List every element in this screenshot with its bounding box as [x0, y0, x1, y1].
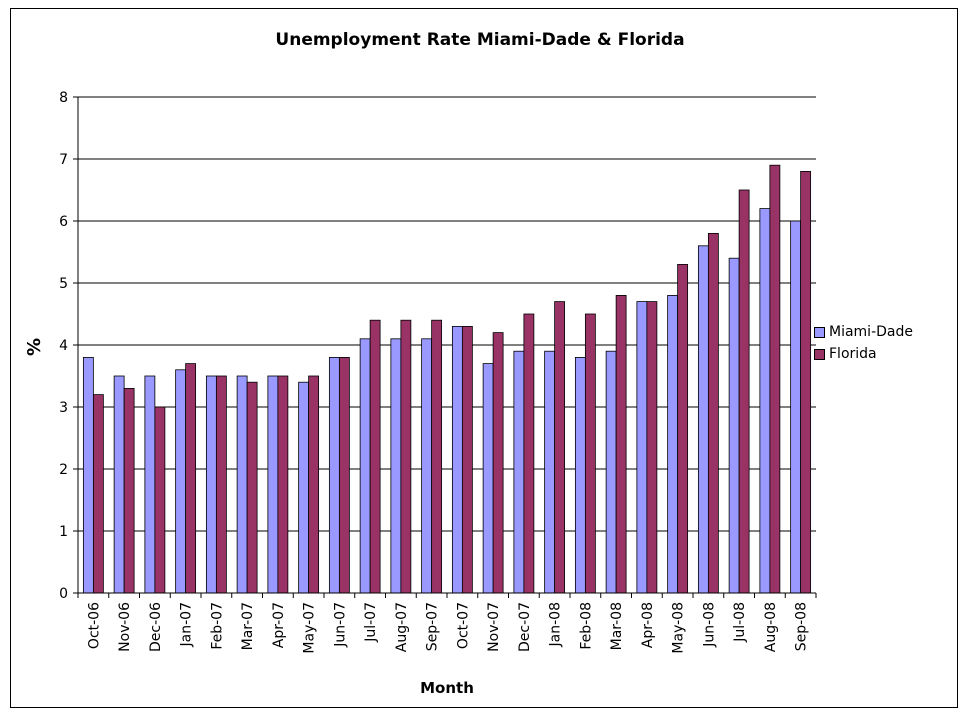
bar-miami-dade-aug-07	[390, 338, 402, 594]
x-tick-label-jul-07: Jul-07	[363, 602, 379, 643]
x-tick-label-mar-08: Mar-08	[609, 602, 625, 650]
x-tick-label-nov-07: Nov-07	[486, 602, 502, 652]
bar-florida-apr-08	[646, 301, 658, 594]
bar-miami-dade-apr-08	[636, 301, 648, 594]
x-tick-label-jun-08: Jun-08	[701, 602, 717, 648]
bar-miami-dade-apr-07	[267, 375, 279, 594]
bar-florida-apr-07	[277, 375, 289, 594]
x-tick-label-sep-07: Sep-07	[425, 602, 441, 651]
bar-florida-oct-06	[92, 394, 104, 594]
bar-miami-dade-sep-07	[421, 338, 433, 594]
bar-florida-jan-07	[185, 363, 197, 594]
bar-florida-feb-08	[584, 313, 596, 594]
bar-florida-jun-07	[338, 356, 350, 594]
x-tick-label-may-08: May-08	[671, 602, 687, 654]
x-tick-label-feb-07: Feb-07	[209, 602, 225, 650]
legend-swatch-florida	[814, 348, 825, 360]
x-tick-label-mar-07: Mar-07	[240, 602, 256, 650]
bar-miami-dade-jul-07	[359, 338, 371, 594]
bar-florida-dec-07	[523, 313, 535, 594]
x-tick-label-oct-07: Oct-07	[455, 602, 471, 649]
y-tick-label-2: 2	[59, 462, 68, 478]
x-tick-label-oct-06: Oct-06	[86, 602, 102, 649]
bar-miami-dade-jan-08	[544, 350, 556, 594]
bar-florida-jun-08	[707, 232, 719, 594]
bar-miami-dade-may-07	[298, 381, 310, 594]
bar-florida-jul-08	[738, 189, 750, 594]
x-tick-label-jan-08: Jan-08	[548, 602, 564, 647]
x-tick-label-sep-08: Sep-08	[794, 602, 810, 651]
x-tick-label-nov-06: Nov-06	[117, 602, 133, 652]
bar-florida-jul-07	[369, 319, 381, 594]
bar-florida-nov-06	[123, 387, 135, 594]
bar-miami-dade-feb-07	[205, 375, 217, 594]
bar-florida-mar-07	[246, 381, 258, 594]
bar-miami-dade-sep-08	[790, 220, 802, 594]
bar-miami-dade-dec-06	[144, 375, 156, 594]
y-tick-label-0: 0	[59, 586, 68, 602]
y-tick-label-3: 3	[59, 400, 68, 416]
bar-miami-dade-mar-07	[236, 375, 248, 594]
bar-miami-dade-mar-08	[605, 350, 617, 594]
y-tick-label-7: 7	[59, 152, 68, 168]
bar-florida-aug-07	[400, 319, 412, 594]
bar-miami-dade-jun-08	[697, 245, 709, 594]
bar-florida-mar-08	[615, 294, 627, 594]
y-tick-label-6: 6	[59, 214, 68, 230]
legend-label-miami-dade: Miami-Dade	[829, 324, 913, 340]
bar-florida-jan-08	[554, 301, 566, 594]
x-tick-label-apr-08: Apr-08	[640, 602, 656, 648]
bar-florida-sep-07	[431, 319, 443, 594]
y-tick-label-8: 8	[59, 90, 68, 106]
x-tick-label-jul-08: Jul-08	[732, 602, 748, 643]
legend-item-florida: Florida	[814, 344, 960, 364]
x-tick-label-aug-08: Aug-08	[763, 602, 779, 652]
bar-miami-dade-nov-07	[482, 363, 494, 594]
legend-item-miami-dade: Miami-Dade	[814, 322, 960, 342]
legend-label-florida: Florida	[829, 346, 877, 362]
bar-miami-dade-may-08	[667, 294, 679, 594]
y-axis-title: %	[24, 338, 45, 356]
bar-florida-aug-08	[769, 164, 781, 594]
y-tick-label-1: 1	[59, 524, 68, 540]
bar-miami-dade-oct-07	[451, 325, 463, 594]
bar-miami-dade-feb-08	[574, 356, 586, 594]
bar-miami-dade-aug-08	[759, 208, 771, 594]
x-tick-label-aug-07: Aug-07	[394, 602, 410, 652]
x-tick-label-jan-07: Jan-07	[179, 602, 195, 647]
legend-swatch-miami-dade	[814, 326, 825, 338]
y-tick-label-5: 5	[59, 276, 68, 292]
x-tick-label-may-07: May-07	[302, 602, 318, 654]
x-tick-label-feb-08: Feb-08	[578, 602, 594, 650]
y-tick-label-4: 4	[59, 338, 68, 354]
bar-florida-may-07	[308, 375, 320, 594]
bar-miami-dade-dec-07	[513, 350, 525, 594]
bar-florida-oct-07	[461, 325, 473, 594]
legend: Miami-Dade Florida	[814, 320, 960, 374]
bar-miami-dade-jul-08	[728, 257, 740, 594]
bar-florida-dec-06	[154, 406, 166, 594]
x-tick-label-jun-07: Jun-07	[332, 602, 348, 648]
bar-florida-may-08	[677, 263, 689, 594]
bar-miami-dade-jun-07	[328, 356, 340, 594]
x-tick-label-dec-06: Dec-06	[148, 602, 164, 652]
x-tick-label-dec-07: Dec-07	[517, 602, 533, 652]
bar-miami-dade-jan-07	[175, 369, 187, 594]
chart-title: Unemployment Rate Miami-Dade & Florida	[275, 30, 685, 50]
bar-florida-nov-07	[492, 332, 504, 594]
bar-miami-dade-nov-06	[113, 375, 125, 594]
bar-florida-feb-07	[215, 375, 227, 594]
x-tick-label-apr-07: Apr-07	[271, 602, 287, 648]
bar-florida-sep-08	[800, 170, 812, 594]
bar-miami-dade-oct-06	[82, 356, 94, 594]
x-axis-title: Month	[420, 679, 474, 697]
